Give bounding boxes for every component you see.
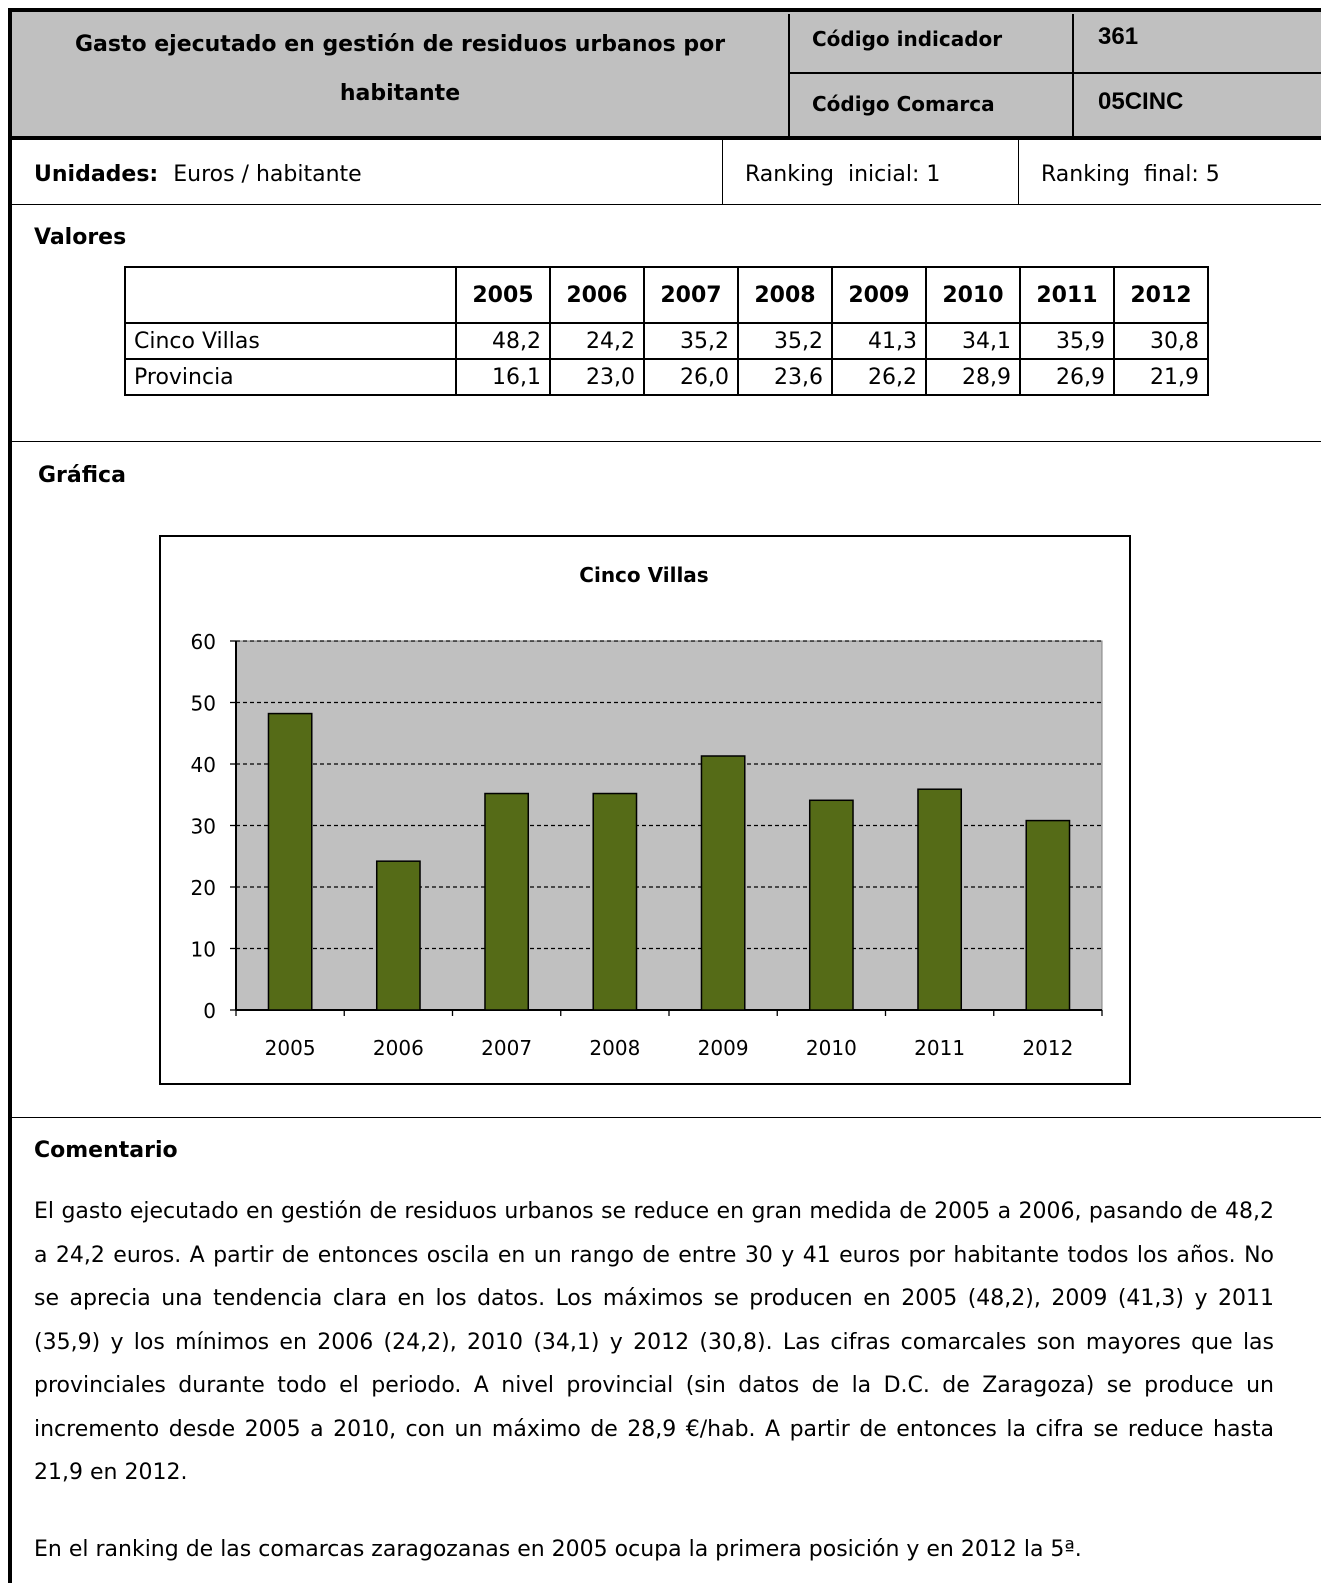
year-header: 2009 [831,266,927,324]
year-header: 2006 [549,266,645,324]
year-header: 2008 [737,266,833,324]
bar [375,860,421,1011]
x-tick-label: 2011 [914,1036,965,1060]
table-cell: 24,2 [549,322,645,360]
table-cell: 16,1 [455,358,551,396]
codigo-indicador-label: Código indicador [812,27,1003,51]
comentario-paragraph: En el ranking de las comarcas zaragozana… [34,1537,1082,1562]
info-divider [722,140,723,204]
y-tick-label: 40 [191,753,216,777]
info-divider [1018,140,1019,204]
table-cell: 35,2 [737,322,833,360]
table-cell: 35,9 [1019,322,1115,360]
bar [808,799,854,1011]
bar [700,755,746,1011]
comentario-paragraph: El gasto ejecutado en gestión de residuo… [34,1199,1274,1485]
x-tick-label: 2005 [265,1036,316,1060]
grafica-heading: Gráfica [38,463,126,488]
y-tick-label: 20 [191,876,216,900]
bar [1025,819,1071,1011]
header-block [12,12,1321,140]
codigo-indicador-value: 361 [1098,23,1139,50]
year-header: 2011 [1019,266,1115,324]
chart-title: Cinco Villas [579,563,708,587]
x-tick-label: 2010 [806,1036,857,1060]
unidades-row: Unidades: Euros / habitante [34,162,362,187]
year-header: 2007 [643,266,739,324]
chart-container: Cinco Villas 0 10 20 30 40 50 60 2005 2006 2007 20… [159,535,1131,1085]
x-tick-label: 2007 [481,1036,532,1060]
table-cell: 30,8 [1113,322,1209,360]
x-tick-label: 2012 [1022,1036,1073,1060]
document-frame [8,8,1321,1583]
table-header-empty [124,266,457,324]
table-row: Provincia 16,1 23,0 26,0 23,6 26,2 28,9 … [124,358,1209,396]
y-tick-label: 50 [191,692,216,716]
table-cell: 23,0 [549,358,645,396]
valores-table: 2005 2006 2007 2008 2009 2010 2011 2012 … [124,266,1209,396]
y-tick-label: 60 [191,630,216,654]
year-header: 2005 [455,266,551,324]
year-header: 2010 [925,266,1021,324]
row-label: Cinco Villas [124,322,457,360]
table-cell: 21,9 [1113,358,1209,396]
y-tick-label: 30 [191,815,216,839]
bar-chart: Cinco Villas 0 10 20 30 40 50 60 2005 2006 2007 20… [191,563,1103,1060]
unidades-value: Euros / habitante [173,162,362,187]
table-cell: 26,2 [831,358,927,396]
x-tick-label: 2006 [373,1036,424,1060]
header-divider [788,14,790,138]
codigo-comarca-value: 05CINC [1098,88,1184,115]
table-row: Cinco Villas 48,2 24,2 35,2 35,2 41,3 34… [124,322,1209,360]
ranking-inicial: Ranking inicial: 1 [745,162,941,187]
table-cell: 41,3 [831,322,927,360]
header-divider [788,72,1321,74]
bar [917,788,963,1011]
section-divider [12,204,1321,205]
table-cell: 34,1 [925,322,1021,360]
bar [592,792,638,1011]
row-label: Provincia [124,358,457,396]
table-cell: 28,9 [925,358,1021,396]
header-divider [1072,14,1074,138]
table-cell: 35,2 [643,322,739,360]
section-divider [12,441,1321,442]
x-tick-label: 2009 [698,1036,749,1060]
unidades-label: Unidades: [34,162,159,187]
table-cell: 26,0 [643,358,739,396]
comentario-heading: Comentario [34,1138,178,1163]
bar [267,712,313,1011]
table-cell: 48,2 [455,322,551,360]
table-cell: 23,6 [737,358,833,396]
valores-heading: Valores [34,225,127,250]
x-tick-label: 2008 [589,1036,640,1060]
year-header: 2012 [1113,266,1209,324]
indicator-title: Gasto ejecutado en gestión de residuos u… [74,32,726,106]
y-tick-label: 10 [191,938,216,962]
table-cell: 26,9 [1019,358,1115,396]
codigo-comarca-label: Código Comarca [812,92,995,116]
y-tick-label: 0 [203,999,216,1023]
table-header-row: 2005 2006 2007 2008 2009 2010 2011 2012 [124,266,1209,324]
bar [484,792,530,1011]
section-divider [12,1117,1321,1118]
ranking-final: Ranking final: 5 [1041,162,1220,187]
